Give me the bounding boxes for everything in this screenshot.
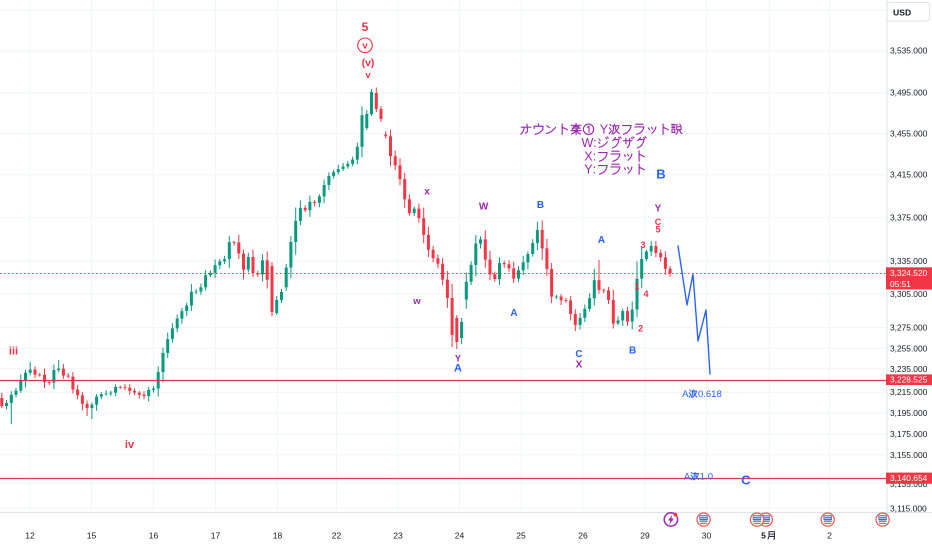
svg-text:12: 12 (25, 531, 35, 541)
svg-text:5: 5 (362, 20, 369, 34)
svg-text:3,275.000: 3,275.000 (890, 323, 928, 333)
svg-text:C: C (575, 349, 582, 360)
svg-text:3,495.000: 3,495.000 (890, 88, 928, 98)
svg-text:C: C (741, 473, 751, 488)
svg-text:3,455.000: 3,455.000 (890, 129, 928, 139)
svg-text:3,115.000: 3,115.000 (890, 503, 927, 513)
svg-text:X: X (576, 360, 583, 371)
svg-text:iv: iv (125, 439, 135, 451)
svg-text:5: 5 (655, 225, 660, 235)
svg-text:2: 2 (638, 324, 643, 334)
svg-text:Y: Y (655, 204, 662, 215)
svg-text:1.0: 1.0 (700, 471, 713, 482)
svg-text:W:: W: (582, 136, 597, 150)
svg-text:w: w (412, 296, 421, 307)
svg-text:3,535.000: 3,535.000 (890, 46, 928, 56)
svg-text:B: B (629, 346, 636, 357)
svg-text:23: 23 (393, 531, 403, 541)
svg-text:A: A (684, 471, 691, 482)
svg-text:v: v (362, 41, 368, 52)
svg-text:22: 22 (332, 531, 342, 541)
svg-text:1: 1 (634, 282, 639, 292)
svg-text:3,140.654: 3,140.654 (890, 473, 928, 483)
svg-text:3,255.000: 3,255.000 (890, 343, 928, 353)
svg-text:3,324.520: 3,324.520 (890, 268, 928, 278)
svg-text:29: 29 (640, 531, 650, 541)
svg-text:A: A (454, 363, 462, 375)
svg-text:A: A (598, 235, 605, 246)
svg-text:USD: USD (893, 8, 911, 18)
svg-text:X: X (584, 150, 593, 164)
svg-text:3,235.000: 3,235.000 (890, 364, 928, 374)
svg-text:3,335.000: 3,335.000 (890, 256, 928, 266)
svg-text:26: 26 (578, 531, 588, 541)
svg-text:3,155.000: 3,155.000 (890, 450, 928, 460)
svg-text:3,215.000: 3,215.000 (890, 387, 928, 397)
svg-text:25: 25 (516, 531, 526, 541)
svg-text:A: A (510, 308, 517, 319)
svg-text:05:51: 05:51 (890, 279, 911, 289)
svg-text:15: 15 (87, 531, 97, 541)
svg-text:(v): (v) (362, 57, 375, 69)
svg-text:2: 2 (827, 531, 832, 541)
svg-text:iii: iii (9, 346, 18, 358)
svg-text::: : (593, 163, 596, 177)
svg-text:16: 16 (149, 531, 159, 541)
svg-text:17: 17 (211, 531, 221, 541)
svg-text:0.618: 0.618 (698, 389, 722, 400)
svg-text:18: 18 (273, 531, 283, 541)
svg-text:3: 3 (640, 240, 645, 250)
svg-text:24: 24 (455, 531, 465, 541)
svg-text:30: 30 (702, 531, 712, 541)
svg-text:A: A (682, 389, 689, 400)
svg-text::: : (593, 150, 596, 164)
svg-text:Y: Y (600, 123, 609, 137)
svg-text:C: C (655, 217, 662, 227)
svg-text:B: B (537, 200, 544, 211)
svg-text:Y: Y (584, 163, 593, 177)
svg-text:5: 5 (761, 531, 766, 541)
svg-text:v: v (365, 70, 371, 81)
svg-text:B: B (656, 167, 665, 182)
svg-text:Y: Y (455, 354, 461, 364)
svg-text:x: x (424, 187, 430, 198)
svg-text:3,195.000: 3,195.000 (890, 408, 928, 418)
svg-text:3,228.525: 3,228.525 (890, 375, 928, 385)
svg-text:3,175.000: 3,175.000 (890, 429, 928, 439)
svg-text:3,135.000: 3,135.000 (890, 479, 928, 489)
svg-text:3,375.000: 3,375.000 (890, 212, 928, 222)
svg-text:3,305.000: 3,305.000 (890, 289, 928, 299)
svg-text:4: 4 (643, 289, 648, 299)
svg-text:W: W (479, 202, 489, 213)
svg-text:3,415.000: 3,415.000 (890, 170, 928, 180)
